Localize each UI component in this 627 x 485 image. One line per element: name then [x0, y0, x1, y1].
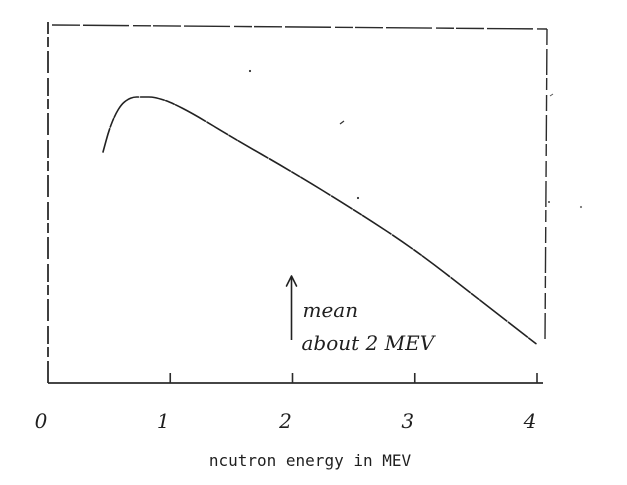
stray-mark [549, 93, 554, 97]
x-tick-label: 4 [523, 409, 537, 433]
x-tick-label: 3 [401, 409, 414, 433]
x-ticks [169, 373, 538, 383]
annotation-about-label: about 2 MEV [302, 331, 437, 355]
x-tick-label: 1 [157, 409, 170, 433]
x-axis-title: ncutron energy in MEV [209, 451, 412, 470]
x-tick-label: 2 [278, 409, 292, 433]
annotation-mean-label: mean [303, 298, 359, 322]
x-tick-label: 0 [35, 409, 48, 433]
x-tick-labels: 0 1 2 3 4 [35, 409, 537, 433]
stray-mark [248, 69, 252, 73]
annotation-arrow-head [285, 275, 298, 287]
frame-right-line [544, 28, 548, 342]
stray-mark [356, 196, 360, 200]
stray-marks [248, 69, 583, 209]
frame-top-line [51, 24, 548, 30]
series-line [102, 96, 538, 346]
stray-mark [579, 205, 583, 209]
stray-mark [339, 120, 345, 125]
stray-mark [548, 201, 550, 203]
